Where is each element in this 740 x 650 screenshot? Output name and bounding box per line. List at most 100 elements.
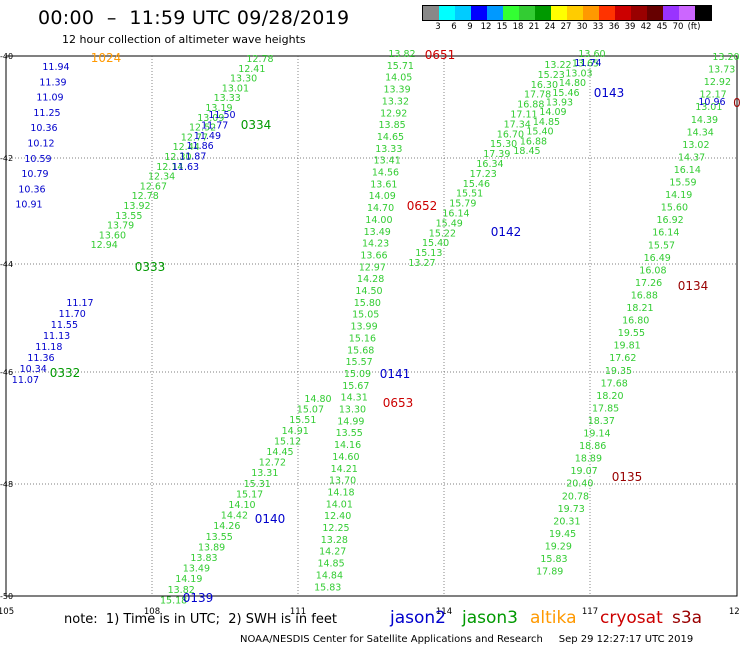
legend-swatch-7	[535, 6, 551, 20]
swh-value: 13.33	[375, 144, 402, 155]
swh-value: 14.65	[377, 132, 404, 143]
map-grid	[5, 55, 738, 597]
time-tag: 0653	[383, 396, 414, 410]
legend-label: (ft)	[687, 22, 701, 32]
jason2-track-0134: 10.96	[698, 97, 725, 108]
swh-value: 10.96	[698, 97, 725, 108]
swh-value: 19.73	[558, 504, 585, 515]
swh-value: 11.94	[42, 62, 69, 73]
legend-label: 3	[435, 22, 441, 32]
swh-value: 13.01	[695, 102, 722, 113]
swh-value: 11.49	[194, 131, 221, 142]
swh-value: 15.46	[552, 88, 579, 99]
swh-value: 11.36	[27, 353, 54, 364]
legend-label: 70	[672, 22, 684, 32]
swh-value: 14.21	[331, 464, 358, 475]
swh-value: 12.97	[359, 262, 386, 273]
swh-value: 13.32	[382, 96, 409, 107]
swh-value: 15.17	[236, 489, 263, 500]
swh-value: 13.83	[190, 553, 217, 564]
satellite-legend-s3a: s3a	[672, 608, 703, 628]
swh-value: 16.14	[442, 209, 469, 220]
swh-value: 13.39	[383, 85, 410, 96]
swh-value: 18.37	[588, 416, 615, 427]
satellite-legend-altika: altika	[530, 608, 577, 628]
legend-swatch-8	[551, 6, 567, 20]
swh-value: 14.28	[357, 274, 384, 285]
legend-label: 12	[480, 22, 492, 32]
swh-value: 14.99	[337, 416, 364, 427]
time-tag: 0143	[594, 86, 625, 100]
time-tag: 0652	[407, 199, 438, 213]
swh-value: 14.26	[213, 521, 240, 532]
swh-value: 14.85	[533, 117, 560, 128]
swh-value: 12.78	[132, 191, 159, 202]
satellite-legend-jason2: jason2	[390, 608, 446, 628]
legend-swatch-12	[615, 6, 631, 20]
legend-swatch-15	[663, 6, 679, 20]
swh-value: 13.02	[682, 140, 709, 151]
swh-value: 15.79	[449, 199, 476, 210]
swh-value: 11.87	[179, 152, 206, 163]
swh-value: 14.19	[175, 574, 202, 585]
legend-label: 30	[576, 22, 588, 32]
swh-value: 13.82	[388, 49, 415, 60]
swh-value: 14.85	[317, 559, 344, 570]
lon-label: 108	[144, 607, 160, 617]
legend-label: 36	[608, 22, 620, 32]
swh-value: 13.49	[364, 227, 391, 238]
jason2-track-a: 11.94 11.39 11.09 11.25 10.36 10.12 10.59 10.79…	[15, 62, 69, 211]
swh-value: 14.84	[316, 570, 343, 581]
swh-value: 14.80	[304, 394, 331, 405]
swh-value: 16.14	[652, 228, 679, 239]
swh-value: 13.30	[230, 74, 257, 85]
time-tag: 0332	[50, 366, 81, 380]
footer-credit: NOAA/NESDIS Center for Satellite Applica…	[240, 634, 694, 645]
swh-value: 13.33	[214, 93, 241, 104]
swh-value: 18.21	[626, 303, 653, 314]
swh-value: 13.28	[321, 535, 348, 546]
swh-value: 10.36	[18, 184, 45, 195]
swh-value: 13.66	[360, 250, 387, 261]
legend-label: 18	[512, 22, 524, 32]
time-tag: 0334	[241, 118, 272, 132]
swh-value: 14.56	[372, 168, 399, 179]
swh-value: 15.40	[422, 238, 449, 249]
swh-value: 16.14	[674, 165, 701, 176]
swh-value: 14.10	[228, 500, 255, 511]
legend-swatch-10	[583, 6, 599, 20]
legend-label: 27	[560, 22, 572, 32]
lat-label: -42	[0, 154, 13, 163]
swh-value: 18.86	[579, 441, 606, 452]
swh-value: 12.40	[324, 511, 351, 522]
swh-value: 15.67	[342, 381, 369, 392]
swh-value: 13.30	[339, 405, 366, 416]
swh-value: 13.27	[408, 258, 435, 269]
swh-value: 19.35	[605, 366, 632, 377]
swh-value: 13.73	[708, 65, 735, 76]
swh-value: 11.63	[172, 162, 199, 173]
swh-value: 15.57	[345, 357, 372, 368]
legend-label: 21	[528, 22, 540, 32]
swh-value: 16.34	[476, 159, 503, 170]
swh-value: 12.41	[238, 64, 265, 75]
legend-swatch-6	[519, 6, 535, 20]
swh-value: 15.60	[661, 203, 688, 214]
page-title: 00:00 – 11:59 UTC 09/28/2019	[38, 7, 350, 29]
swh-value: 14.09	[369, 191, 396, 202]
swh-value: 17.26	[635, 278, 662, 289]
swh-value: 15.80	[354, 298, 381, 309]
swh-value: 17.23	[470, 169, 497, 180]
swh-value: 12.92	[704, 77, 731, 88]
swh-value: 17.11	[510, 110, 537, 121]
swh-value: 16.88	[520, 136, 547, 147]
lon-label: 105	[0, 607, 14, 617]
swh-value: 17.85	[592, 403, 619, 414]
lon-label: 111	[290, 607, 306, 617]
swh-value: 15.59	[669, 178, 696, 189]
swh-value: 12.25	[322, 523, 349, 534]
swh-value: 19.55	[618, 328, 645, 339]
swh-value: 14.19	[665, 190, 692, 201]
swh-value: 15.51	[289, 415, 316, 426]
swh-value: 11.09	[36, 93, 63, 104]
